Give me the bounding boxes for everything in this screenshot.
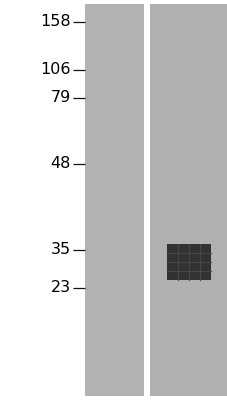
Text: 106: 106 — [40, 62, 70, 78]
Text: 23: 23 — [50, 280, 70, 296]
Bar — [166, 244, 211, 280]
Text: 48: 48 — [50, 156, 70, 172]
Text: 158: 158 — [40, 14, 70, 30]
Text: 35: 35 — [50, 242, 70, 258]
Text: 79: 79 — [50, 90, 70, 106]
Bar — [143, 4, 150, 396]
Bar — [150, 4, 227, 396]
Bar — [85, 4, 143, 396]
